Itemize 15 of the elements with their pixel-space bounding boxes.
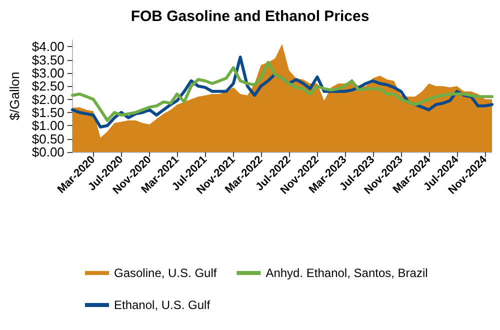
y-tick-label: $3.00 — [32, 65, 64, 80]
y-tick-label: $1.50 — [32, 104, 64, 120]
y-tick-label: $4.00 — [32, 39, 64, 54]
y-tick-label: $2.00 — [32, 92, 64, 107]
legend-label: Anhyd. Ethanol, Santos, Brazil — [266, 266, 428, 280]
y-tick-label: $3.50 — [32, 52, 64, 68]
y-axis-title: $/Gallon — [7, 72, 22, 120]
y-tick-label: $2.50 — [32, 78, 64, 94]
y-tick-label: $0.00 — [32, 144, 64, 160]
y-tick-label: $0.50 — [32, 131, 64, 146]
y-tick-label: $1.00 — [32, 118, 64, 134]
legend-label: Ethanol, U.S. Gulf — [114, 298, 211, 312]
legend-label: Gasoline, U.S. Gulf — [114, 266, 218, 280]
chart-title: FOB Gasoline and Ethanol Prices — [130, 8, 370, 25]
line-series — [70, 60, 494, 122]
